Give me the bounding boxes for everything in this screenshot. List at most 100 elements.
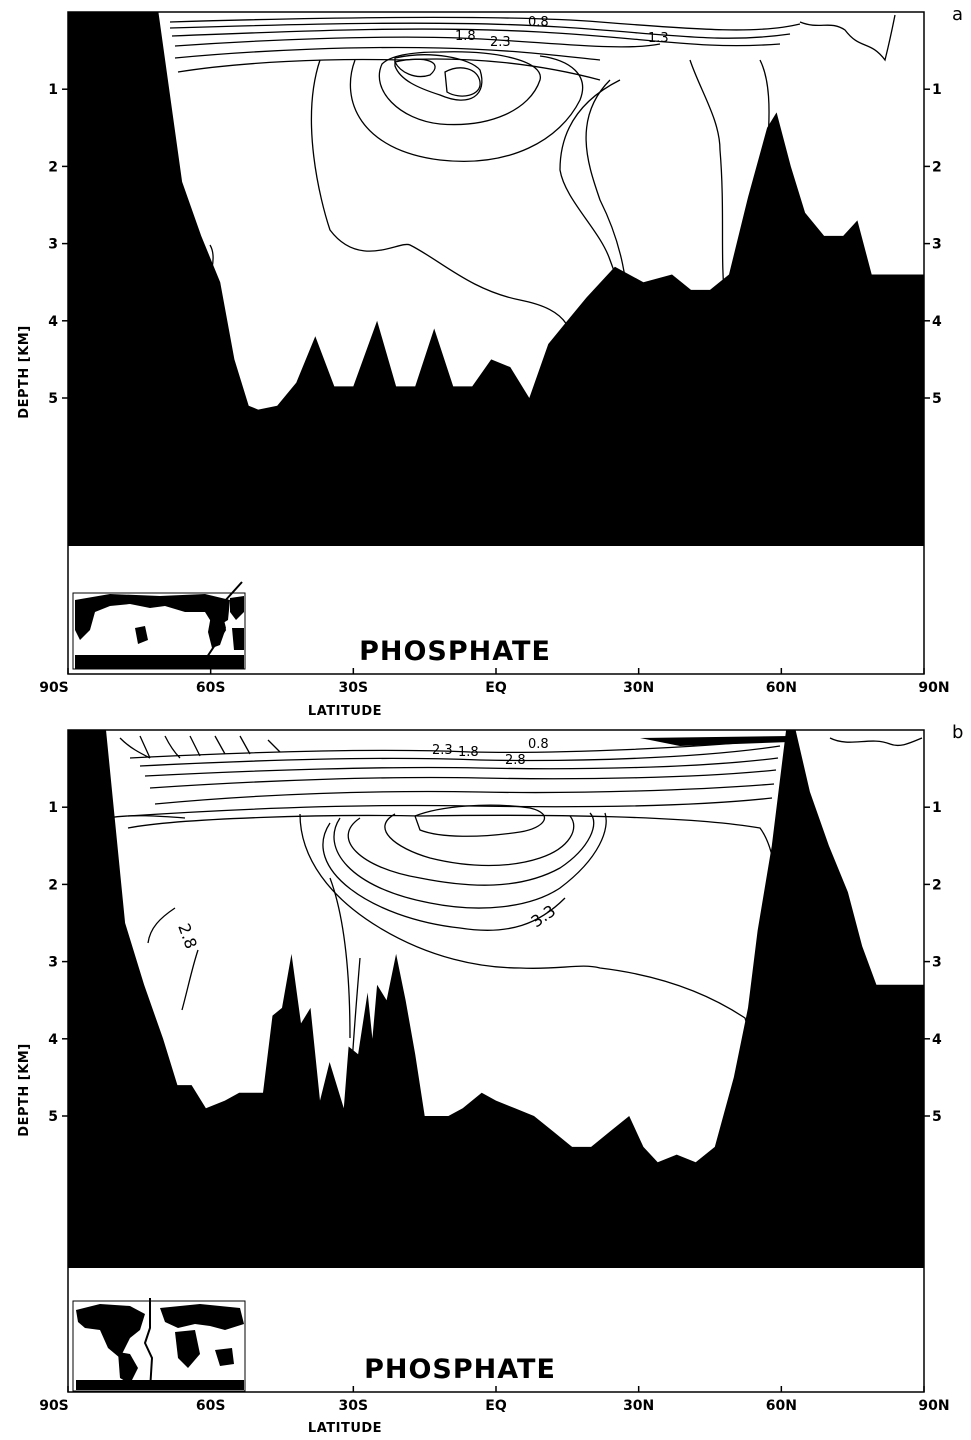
contour-line xyxy=(119,735,281,759)
x-tick-label: 90N xyxy=(918,680,949,696)
contour-line xyxy=(329,877,361,1099)
contour-line xyxy=(759,59,770,141)
y-tick-label-right: 3 xyxy=(932,237,942,253)
x-tick-label: 60S xyxy=(196,680,226,696)
x-tick-label: 90S xyxy=(39,680,69,696)
contour-line xyxy=(310,59,576,371)
x-tick-label: 30N xyxy=(623,680,654,696)
contour-label: 2.3 xyxy=(432,743,453,758)
contour-line xyxy=(209,244,214,269)
x-tick-label: 60N xyxy=(766,1398,797,1414)
y-tick-label: 1 xyxy=(48,82,58,98)
contour-line xyxy=(444,67,481,97)
contour-line xyxy=(174,46,601,61)
y-tick-label: 5 xyxy=(48,1109,58,1125)
panel-letter: a xyxy=(952,4,963,25)
x-tick-label: EQ xyxy=(485,1398,507,1414)
surface-contour-band xyxy=(640,736,790,746)
contour-line xyxy=(829,737,923,747)
bathymetry-fill xyxy=(68,12,924,546)
contour-line xyxy=(171,28,781,47)
contour-line xyxy=(174,36,661,48)
y-tick-label: 4 xyxy=(48,1032,58,1048)
contour-line xyxy=(394,58,436,78)
y-tick-label-right: 4 xyxy=(932,1032,942,1048)
y-tick-label-right: 1 xyxy=(932,82,942,98)
contour-line xyxy=(689,59,726,301)
contour-line xyxy=(789,737,801,809)
contour-line xyxy=(149,769,777,789)
y-tick-label-right: 5 xyxy=(932,391,942,407)
y-tick-label-right: 3 xyxy=(932,955,942,971)
x-tick-label: 90S xyxy=(39,1398,69,1414)
chart-panel-a-svg: 1.8 2.3 0.8 1.3 1 2 3 4 5 1 2 3 4 5 90S 60S 30S EQ 30… xyxy=(17,4,963,719)
y-axis-label: DEPTH [KM] xyxy=(17,325,32,418)
contour-line xyxy=(129,737,791,759)
y-tick-label-right: 1 xyxy=(932,800,942,816)
contour-line xyxy=(169,22,791,39)
x-tick-label: 30S xyxy=(339,1398,369,1414)
y-tick-label-right: 4 xyxy=(932,314,942,330)
contour-line xyxy=(384,813,575,867)
inset-world-map-icon xyxy=(72,1298,246,1392)
y-axis-label: DEPTH [KM] xyxy=(17,1043,32,1136)
contour-label: 1.8 xyxy=(455,29,476,44)
y-tick-label: 1 xyxy=(48,800,58,816)
contour-line xyxy=(322,822,566,931)
contour-line xyxy=(585,79,631,351)
contour-label: 0.8 xyxy=(528,737,549,752)
contour-label: 1.8 xyxy=(458,745,479,760)
x-axis-ticks: 90S 60S 30S EQ 30N 60N 90N xyxy=(39,668,950,696)
contour-line xyxy=(299,813,752,1109)
y-axis-ticks: 1 2 3 4 5 1 2 3 4 5 xyxy=(48,82,942,407)
contour-line xyxy=(177,58,601,81)
chart-title: PHOSPHATE xyxy=(359,636,551,667)
y-tick-label-right: 2 xyxy=(932,877,942,893)
contour-line xyxy=(349,55,584,162)
contour-line xyxy=(144,757,779,777)
contour-lines xyxy=(107,735,923,1109)
contour-line xyxy=(347,812,595,886)
chart-title: PHOSPHATE xyxy=(364,1354,556,1385)
x-tick-label: 90N xyxy=(918,1398,949,1414)
y-tick-label: 3 xyxy=(48,955,58,971)
contour-labels: 1.8 2.3 0.8 1.3 xyxy=(455,15,669,50)
contour-line xyxy=(147,907,199,1011)
y-tick-label: 3 xyxy=(48,237,58,253)
x-tick-label: 60N xyxy=(766,680,797,696)
contour-line xyxy=(139,745,781,767)
contour-label: 1.3 xyxy=(648,31,669,46)
y-tick-label-right: 5 xyxy=(932,1109,942,1125)
contour-line xyxy=(169,16,801,31)
x-tick-label: 30N xyxy=(623,1398,654,1414)
x-axis-label: LATITUDE xyxy=(308,704,382,718)
contour-lines xyxy=(169,14,896,371)
contour-line xyxy=(154,783,775,805)
y-tick-label: 2 xyxy=(48,877,58,893)
contour-line xyxy=(107,815,186,819)
x-tick-label: EQ xyxy=(485,680,507,696)
x-tick-label: 60S xyxy=(196,1398,226,1414)
contour-label: 2.8 xyxy=(505,753,526,768)
panel-letter: b xyxy=(952,722,963,743)
x-axis-label: LATITUDE xyxy=(308,1421,382,1436)
contour-line xyxy=(333,812,607,909)
contour-line xyxy=(559,79,651,331)
contour-line xyxy=(394,54,483,101)
contour-label: 2.3 xyxy=(490,35,511,50)
y-tick-label-right: 2 xyxy=(932,159,942,175)
y-tick-label: 2 xyxy=(48,159,58,175)
inset-world-map-icon xyxy=(72,581,246,670)
contour-line xyxy=(799,14,896,62)
y-tick-label: 5 xyxy=(48,391,58,407)
contour-line xyxy=(378,51,541,126)
bathymetry-fill xyxy=(68,730,924,1268)
phosphate-section-panel-a: 1.8 2.3 0.8 1.3 1 2 3 4 5 1 2 3 4 5 90S 60S 30S EQ 30… xyxy=(0,0,971,719)
y-axis-ticks: 1 2 3 4 5 1 2 3 4 5 xyxy=(48,800,942,1125)
contour-label: 0.8 xyxy=(528,15,549,30)
contour-line xyxy=(414,804,545,837)
y-tick-label: 4 xyxy=(48,314,58,330)
x-tick-label: 30S xyxy=(339,680,369,696)
